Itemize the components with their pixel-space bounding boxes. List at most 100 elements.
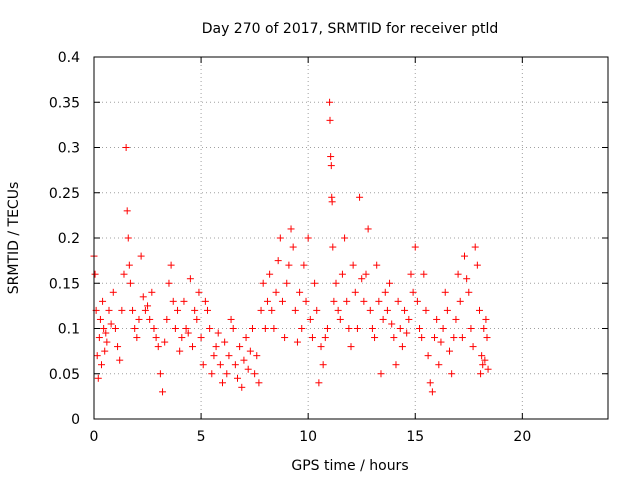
data-point [244, 365, 252, 373]
data-point [184, 329, 192, 337]
data-point [125, 261, 133, 269]
data-point [156, 370, 164, 378]
data-point [329, 243, 337, 251]
y-tick-label: 0.4 [58, 50, 80, 66]
data-point [118, 306, 126, 314]
data-point [420, 270, 428, 278]
chart-title: Day 270 of 2017, SRMTID for receiver ptl… [202, 21, 499, 37]
data-point [332, 279, 340, 287]
data-point [210, 352, 218, 360]
data-point [163, 315, 171, 323]
data-point [97, 361, 105, 369]
data-point [379, 315, 387, 323]
x-tick-label: 10 [299, 429, 317, 445]
data-point [435, 361, 443, 369]
y-axis-label: SRMTID / TECUs [6, 182, 22, 295]
data-point [321, 334, 329, 342]
data-point [197, 334, 205, 342]
data-point [186, 275, 194, 283]
data-point [373, 261, 381, 269]
data-point [478, 352, 486, 360]
data-point [461, 252, 469, 260]
data-point [377, 370, 385, 378]
data-point [270, 325, 278, 332]
data-point [368, 325, 376, 332]
data-point [120, 270, 128, 278]
data-point [381, 288, 389, 296]
data-point [261, 325, 269, 332]
data-point [424, 352, 432, 360]
data-point [327, 162, 335, 170]
data-point [169, 297, 177, 305]
data-point [450, 334, 458, 342]
data-point [206, 325, 214, 332]
data-point [293, 338, 301, 346]
data-point [401, 306, 409, 314]
data-point [212, 343, 220, 351]
data-point [343, 297, 351, 305]
data-point [242, 334, 250, 342]
data-point [452, 315, 460, 323]
data-point [446, 347, 454, 355]
data-point [285, 261, 293, 269]
data-point [219, 379, 226, 387]
data-point [413, 297, 421, 305]
data-point [129, 306, 137, 314]
data-point [174, 306, 182, 314]
data-point [135, 315, 143, 323]
data-point [341, 234, 349, 242]
data-point [465, 288, 473, 296]
data-point [360, 297, 368, 305]
data-point [199, 361, 207, 369]
data-point [221, 338, 229, 346]
data-point [141, 306, 149, 314]
tick-labels: 0 5 10 15 20 0 0.05 0.1 0.15 0.2 0.25 0.3 0.35 0.4 [49, 50, 531, 445]
data-point [159, 388, 167, 396]
data-point [246, 347, 254, 355]
y-tick-label: 0.2 [58, 231, 80, 247]
data-point [315, 379, 323, 387]
data-point [483, 334, 491, 342]
data-point [298, 325, 306, 332]
data-point [171, 325, 179, 332]
data-point [396, 325, 404, 332]
x-tick-label: 20 [513, 429, 531, 445]
data-point [405, 315, 413, 323]
data-point [133, 334, 141, 342]
y-tick-label: 0.25 [49, 186, 80, 202]
data-point [398, 343, 406, 351]
data-point [193, 315, 201, 323]
data-point [287, 225, 295, 233]
data-point [236, 343, 244, 351]
data-point [122, 144, 130, 151]
data-point [358, 275, 366, 283]
data-point [251, 370, 259, 378]
data-point [308, 334, 316, 342]
data-point [231, 361, 239, 369]
data-point [437, 338, 445, 346]
data-point [351, 288, 359, 296]
data-point [403, 329, 411, 337]
data-point [176, 347, 184, 355]
data-point [253, 352, 261, 360]
y-tick-label: 0 [71, 412, 80, 428]
data-point [101, 347, 109, 355]
data-point [349, 261, 357, 269]
data-point [114, 343, 122, 351]
data-point [439, 325, 447, 332]
data-point [103, 338, 111, 346]
data-point [150, 325, 158, 332]
data-point [366, 306, 374, 314]
data-point [289, 243, 297, 251]
y-tick-label: 0.15 [49, 276, 80, 292]
data-point [178, 334, 186, 342]
data-point [216, 361, 224, 369]
data-point [296, 288, 304, 296]
data-point [347, 343, 355, 351]
data-point [467, 325, 475, 332]
data-point [227, 315, 235, 323]
data-point [458, 334, 466, 342]
data-point [291, 306, 299, 314]
data-point [300, 261, 308, 269]
data-point [223, 370, 231, 378]
